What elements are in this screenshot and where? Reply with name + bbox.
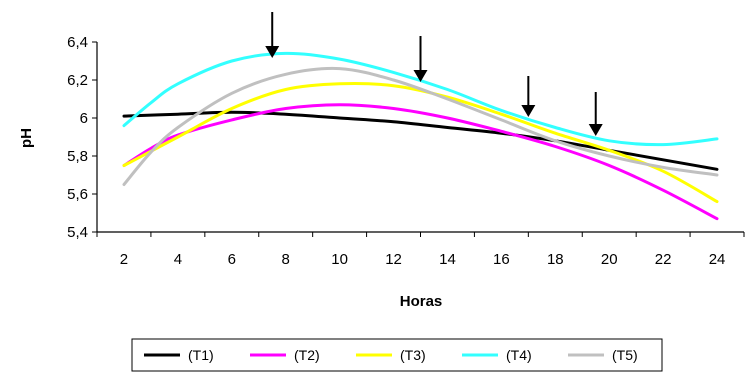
y-tick-label: 6,2 bbox=[67, 72, 88, 89]
x-tick-label: 12 bbox=[385, 251, 402, 268]
x-tick-label: 18 bbox=[547, 251, 564, 268]
legend-label: (T3) bbox=[400, 347, 426, 363]
y-tick-label: 6,4 bbox=[67, 34, 88, 51]
arrow-marker bbox=[588, 92, 603, 136]
series-line-t4 bbox=[122, 51, 719, 147]
x-tick-label: 22 bbox=[655, 251, 672, 268]
series-lines bbox=[122, 51, 719, 221]
legend: (T1) (T2) (T3) (T4) (T5) bbox=[131, 338, 663, 372]
y-tick-label: 5,4 bbox=[67, 224, 88, 241]
legend-label: (T1) bbox=[188, 347, 214, 363]
y-tick-label: 6 bbox=[80, 110, 88, 127]
arrow-marker bbox=[413, 36, 428, 82]
legend-item-t4: (T4) bbox=[462, 347, 532, 363]
x-tick-label: 16 bbox=[493, 251, 510, 268]
x-tick-label: 10 bbox=[331, 251, 348, 268]
x-axis-title: Horas bbox=[400, 293, 443, 310]
x-tick-label: 4 bbox=[174, 251, 182, 268]
y-tick-label: 5,6 bbox=[67, 186, 88, 203]
legend-item-t3: (T3) bbox=[356, 347, 426, 363]
legend-item-t1: (T1) bbox=[144, 347, 214, 363]
arrow-marker bbox=[521, 76, 536, 117]
arrow-markers bbox=[265, 12, 603, 136]
y-axis-title: pH bbox=[18, 128, 35, 148]
legend-item-t5: (T5) bbox=[568, 347, 638, 363]
y-tick-label: 5,8 bbox=[67, 148, 88, 165]
y-axis-ticks: 5,4 5,6 5,8 6 6,2 6,4 bbox=[67, 34, 97, 241]
legend-label: (T5) bbox=[612, 347, 638, 363]
x-tick-label: 8 bbox=[282, 251, 290, 268]
x-tick-label: 20 bbox=[601, 251, 618, 268]
x-tick-label: 6 bbox=[228, 251, 236, 268]
series-line-t2 bbox=[122, 103, 719, 221]
series-line-t5 bbox=[122, 66, 719, 186]
x-axis-ticks: 2 4 6 8 10 12 14 16 18 20 22 24 bbox=[96, 232, 745, 268]
legend-label: (T2) bbox=[294, 347, 320, 363]
arrow-marker bbox=[265, 12, 280, 58]
legend-label: (T4) bbox=[506, 347, 532, 363]
x-tick-label: 2 bbox=[120, 251, 128, 268]
x-tick-label: 14 bbox=[439, 251, 456, 268]
x-tick-label: 24 bbox=[709, 251, 726, 268]
legend-item-t2: (T2) bbox=[250, 347, 320, 363]
